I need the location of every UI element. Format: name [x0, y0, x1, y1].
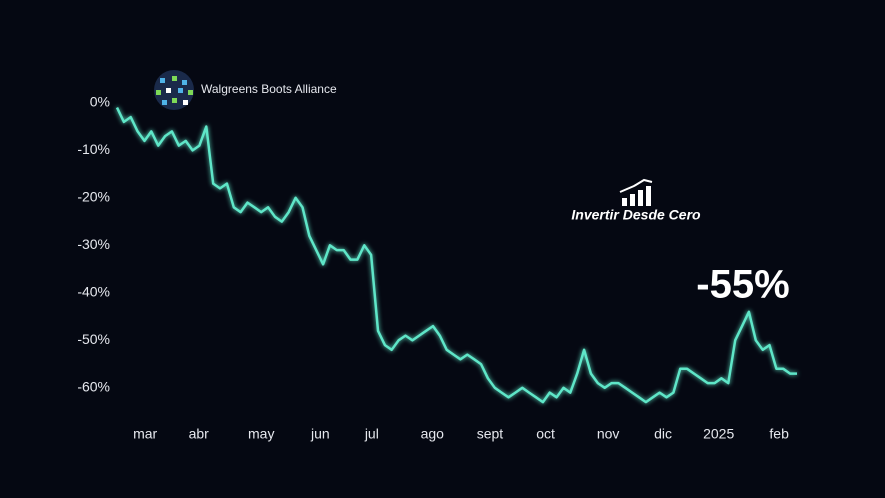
x-tick-label: may — [248, 426, 274, 442]
x-tick-label: jul — [364, 426, 379, 442]
y-tick-label: -60% — [77, 379, 110, 395]
line — [115, 107, 797, 404]
logo-text: Walgreens Boots Alliance — [201, 82, 337, 96]
x-tick-label: feb — [769, 426, 789, 442]
x-tick-label: dic — [654, 426, 672, 442]
x-tick-label: sept — [477, 426, 504, 442]
y-tick-label: -30% — [77, 236, 110, 252]
x-tick-label: ago — [421, 426, 445, 442]
watermark: Invertir Desde Cero — [571, 207, 701, 223]
y-tick-label: 0% — [90, 94, 110, 110]
x-tick-label: abr — [189, 426, 210, 442]
y-tick-label: -50% — [77, 331, 110, 347]
x-tick-label: jun — [310, 426, 330, 442]
watermark-icon — [619, 178, 653, 206]
y-tick-label: -10% — [77, 141, 110, 157]
annotation: -55% — [696, 263, 789, 307]
x-tick-label: nov — [597, 426, 620, 442]
x-tick-label: 2025 — [703, 426, 734, 442]
y-tick-label: -20% — [77, 189, 110, 205]
x-tick-label: oct — [536, 426, 555, 442]
y-tick-label: -40% — [77, 284, 110, 300]
x-tick-label: mar — [133, 426, 157, 442]
logo-icon — [154, 70, 194, 110]
